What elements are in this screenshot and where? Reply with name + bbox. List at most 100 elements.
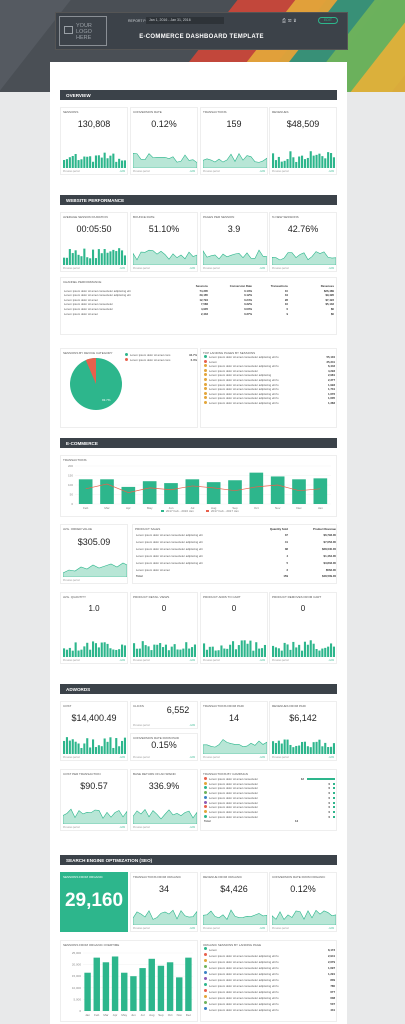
spark-bar [68,740,71,754]
bar[interactable] [164,483,178,504]
card-footer: Previous period -12% [133,170,195,173]
list-item[interactable]: Lorem ipsum dolor sit amet consectetur 0 [204,800,335,806]
kpi-value: $48,509 [286,119,320,129]
date-range-select[interactable]: Jan 1, 2016 - Jan 31, 2016 [146,17,224,24]
bar[interactable] [249,472,264,504]
list-item[interactable]: Lorem ipsum dolor sit amet consectetur a… [204,355,335,360]
spark-bar [203,643,206,657]
bar[interactable] [157,965,165,1011]
list-item[interactable]: Lorem 25,341 [204,359,335,365]
x-tick-label: May [121,1013,127,1017]
list-item[interactable]: Lorem ipsum dolor sit amet consectetur a… [204,387,335,392]
spark-bar [100,746,103,754]
kpi-label: TRANSACTIONS FROM PAID [203,704,244,708]
list-item[interactable]: Lorem ipsum dolor sit amet consectetur 0 [204,781,335,787]
x-tick-label: Jan [318,506,323,510]
list-item[interactable]: Lorem ipsum dolor sit amet consectetur a… [204,373,335,378]
legend-dot [204,977,207,980]
list-item[interactable]: Lorem ipsum dolor sit amet consectetur a… [204,382,335,388]
table-row[interactable]: Lorem ipsum dolor sit amet consectetur 7,… [64,302,334,307]
bar[interactable] [185,479,200,504]
bar[interactable] [84,972,91,1011]
bar[interactable] [102,962,110,1011]
table-row[interactable]: Lorem ipsum dolor sit amet 12,794 0.24% 28 $… [64,297,334,302]
legend-dot [204,781,207,785]
list-item[interactable]: Lorem ipsum dolor sit amet consectetur 0 [204,791,335,796]
bar[interactable] [93,957,100,1011]
spark-bar [330,153,333,168]
table-row[interactable]: Lorem ipsum dolor sit amet consectetur a… [136,546,336,551]
list-item[interactable]: Lorem ipsum dolor sit amet consectetur a… [204,965,335,971]
bar[interactable] [111,956,119,1011]
spark-bar [115,251,118,265]
spark-bar [214,650,217,657]
spark-bar [332,646,335,657]
list-item[interactable]: Lorem ipsum dolor sit amet consectetur a… [204,391,335,397]
list-item[interactable]: Lorem ipsum dolor sit amet consectetur 0 [204,805,335,810]
table-row[interactable]: Lorem ipsum dolor sit amet 2,432 0.37% 9 $0 [64,311,334,316]
list-item[interactable]: Lorem 8,173 [204,947,335,953]
kpi-label: BOUNCE RATE [133,215,155,219]
table-row[interactable]: Lorem ipsum dolor sit amet consectetur a… [136,553,336,558]
table-row[interactable]: Lorem ipsum dolor sit amet consectetur a… [136,539,336,544]
edit-button[interactable]: EDIT [318,17,338,24]
list-item[interactable]: Lorem ipsum dolor sit amet consectetur 12 [204,777,335,782]
bar[interactable] [313,478,328,504]
bar[interactable] [270,476,285,504]
list-item[interactable]: Lorem ipsum dolor sit amet consectetur a… [204,1001,335,1007]
list-item[interactable]: Lorem ipsum dolor sit amet consectetur a… [204,400,335,406]
bar[interactable] [130,976,137,1011]
mail-icon[interactable]: ✉ [288,18,294,24]
share-icon[interactable]: ⇪ [293,18,299,24]
spark-bar [106,158,109,168]
card-footer: Previous period -12% [63,756,125,759]
pie-slice-mobile[interactable] [85,358,96,384]
list-item[interactable]: Lorem ipsum dolor sit amet consectetur 0 [204,786,335,791]
list-item[interactable]: Lorem ipsum dolor sit amet consectetur a… [204,959,335,965]
bar[interactable] [139,968,146,1011]
bar[interactable] [176,977,183,1011]
kpi-label: PAGES PER SESSION [203,215,235,219]
bar[interactable] [142,481,157,504]
list-item[interactable]: Lorem ipsum dolor sit amet consectetur a… [204,971,335,977]
list-item[interactable]: Lorem ipsum dolor sit amet consectetur a… [204,989,335,995]
bar[interactable] [121,972,128,1011]
bar[interactable] [292,479,306,504]
organic-overtime-card: SESSIONS FROM ORGANIC OVERTIME 25,000 20,… [60,940,198,1022]
list-item[interactable]: Lorem ipsum dolor sit amet consectetur a… [204,977,335,983]
list-item[interactable]: Lorem ipsum dolor sit amet consectetur 0 [204,795,335,801]
table-row[interactable]: Lorem ipsum dolor sit amet consectetur a… [64,293,334,298]
kpi-value: 0 [300,604,306,613]
bar[interactable] [206,482,221,504]
print-icon[interactable]: ⎙ [282,18,289,24]
list-item[interactable]: Lorem ipsum dolor sit amet consectetur a… [204,995,335,1001]
table-row[interactable]: Lorem ipsum dolor sit amet consectetur a… [136,532,336,537]
table-row[interactable]: Lorem ipsum dolor sit amet consectetur 4,… [64,306,334,311]
list-item[interactable]: Lorem ipsum dolor sit amet consectetur a… [204,364,335,369]
kpi-label: BASE RETURN ON AD SPEND [133,772,176,776]
table-row[interactable]: Lorem ipsum dolor sit amet consectetur a… [64,288,334,293]
bar[interactable] [185,957,192,1011]
list-item[interactable]: Lorem ipsum dolor sit amet consectetur 4,… [204,368,335,374]
list-item[interactable]: Lorem ipsum dolor sit amet consectetur 0 [204,814,335,820]
spark-bar [97,745,100,754]
list-item[interactable]: Lorem ipsum dolor sit amet consectetur a… [204,1007,335,1013]
bar[interactable] [78,479,93,504]
list-item[interactable]: Lorem ipsum dolor sit amet consectetur a… [204,953,335,959]
bar[interactable] [166,962,174,1011]
card-footer: Previous period -12% [272,170,334,173]
list-item[interactable]: Lorem ipsum dolor sit amet consectetur a… [204,396,335,401]
table-row[interactable]: Lorem ipsum dolor sit amet consectetur a… [136,560,336,565]
bar[interactable] [100,479,114,504]
bar[interactable] [148,958,155,1011]
card-footer: Previous period -12% [63,826,125,829]
table-row[interactable]: Lorem ipsum dolor sit amet 2 $562.00 [136,567,336,572]
legend-dot [204,368,207,372]
list-item[interactable]: Lorem ipsum dolor sit amet consectetur a… [204,983,335,989]
list-item[interactable]: Lorem ipsum dolor sit amet consectetur 0 [204,809,335,815]
bar[interactable] [121,486,136,504]
spark-bar [123,645,126,657]
card-footer: Previous period -12% [203,756,265,759]
list-item[interactable]: Lorem ipsum dolor sit amet consectetur a… [204,377,335,383]
bar[interactable] [228,480,242,504]
